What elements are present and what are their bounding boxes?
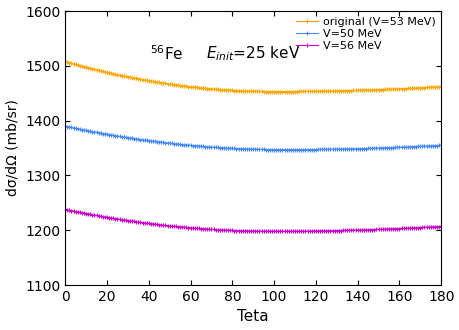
V=56 MeV bbox=[437, 224, 443, 228]
original (V=53 MeV) bbox=[118, 74, 124, 78]
original (V=53 MeV) bbox=[244, 89, 249, 93]
V=56 MeV bbox=[118, 218, 124, 222]
original (V=53 MeV) bbox=[94, 68, 99, 72]
Line: original (V=53 MeV): original (V=53 MeV) bbox=[63, 59, 442, 94]
Legend: original (V=53 MeV), V=50 MeV, V=56 MeV: original (V=53 MeV), V=50 MeV, V=56 MeV bbox=[293, 15, 437, 53]
V=56 MeV bbox=[244, 229, 249, 233]
V=50 MeV bbox=[167, 141, 172, 145]
original (V=53 MeV) bbox=[271, 90, 276, 94]
V=56 MeV bbox=[271, 229, 276, 233]
Line: V=56 MeV: V=56 MeV bbox=[63, 207, 442, 233]
V=50 MeV bbox=[281, 148, 287, 152]
Text: $^{56}$Fe: $^{56}$Fe bbox=[150, 44, 183, 63]
V=50 MeV bbox=[62, 124, 68, 128]
Y-axis label: dσ/dΩ (mb/sr): dσ/dΩ (mb/sr) bbox=[6, 100, 20, 196]
V=56 MeV bbox=[167, 224, 172, 228]
original (V=53 MeV) bbox=[375, 88, 381, 92]
V=50 MeV bbox=[118, 135, 124, 139]
V=56 MeV bbox=[62, 208, 68, 212]
original (V=53 MeV) bbox=[167, 82, 172, 86]
V=50 MeV bbox=[244, 147, 249, 151]
Line: V=50 MeV: V=50 MeV bbox=[63, 124, 442, 152]
X-axis label: Teta: Teta bbox=[237, 310, 269, 324]
V=56 MeV bbox=[94, 214, 99, 217]
original (V=53 MeV) bbox=[437, 85, 443, 89]
V=50 MeV bbox=[375, 146, 381, 150]
V=56 MeV bbox=[375, 227, 381, 231]
Text: $E_{init}$=25 keV: $E_{init}$=25 keV bbox=[206, 44, 300, 63]
original (V=53 MeV) bbox=[241, 89, 247, 93]
original (V=53 MeV) bbox=[62, 59, 68, 63]
V=50 MeV bbox=[241, 147, 247, 151]
V=50 MeV bbox=[94, 130, 99, 134]
V=56 MeV bbox=[241, 229, 247, 233]
V=50 MeV bbox=[437, 143, 443, 147]
